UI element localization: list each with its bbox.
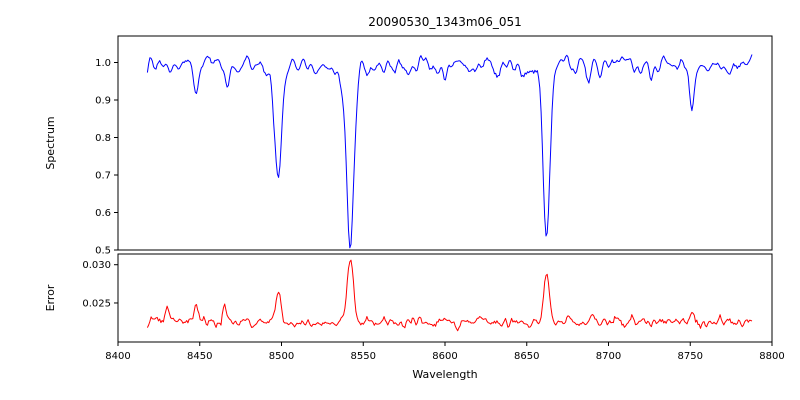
- y-tick-label: 0.6: [95, 208, 111, 219]
- error-line: [146, 259, 753, 332]
- chart-title: 20090530_1343m06_051: [368, 15, 521, 29]
- x-tick-label: 8450: [187, 351, 212, 362]
- panel-frame-error: [117, 253, 773, 343]
- spectrum-line: [146, 54, 753, 249]
- data-lines: [146, 54, 753, 332]
- x-tick-label: 8650: [514, 351, 539, 362]
- y-tick-label: 0.9: [95, 96, 111, 107]
- axis-ticks: [114, 62, 773, 346]
- x-tick-label: 8400: [105, 351, 130, 362]
- y-tick-label: 0.030: [82, 260, 111, 271]
- x-tick-label: 8800: [759, 351, 784, 362]
- y-tick-label: 0.8: [95, 133, 111, 144]
- y-axis-label-error: Error: [44, 284, 57, 311]
- x-tick-label: 8550: [351, 351, 376, 362]
- y-tick-label: 1.0: [95, 58, 111, 69]
- axis-tick-labels: 0.5 0.6 0.7 0.8 0.9 1.0 0.025 0.030 8400 8450 8500…: [82, 58, 784, 362]
- axes-frames: [117, 35, 773, 343]
- y-tick-label: 0.5: [95, 246, 111, 257]
- x-tick-label: 8500: [269, 351, 294, 362]
- x-tick-label: 8750: [678, 351, 703, 362]
- panel-frame-spectrum: [117, 35, 773, 251]
- x-tick-label: 8700: [596, 351, 621, 362]
- y-axis-label-spectrum: Spectrum: [44, 116, 57, 169]
- y-tick-label: 0.7: [95, 171, 111, 182]
- x-axis-label: Wavelength: [412, 368, 477, 381]
- x-tick-label: 8600: [432, 351, 457, 362]
- y-tick-label: 0.025: [82, 298, 111, 309]
